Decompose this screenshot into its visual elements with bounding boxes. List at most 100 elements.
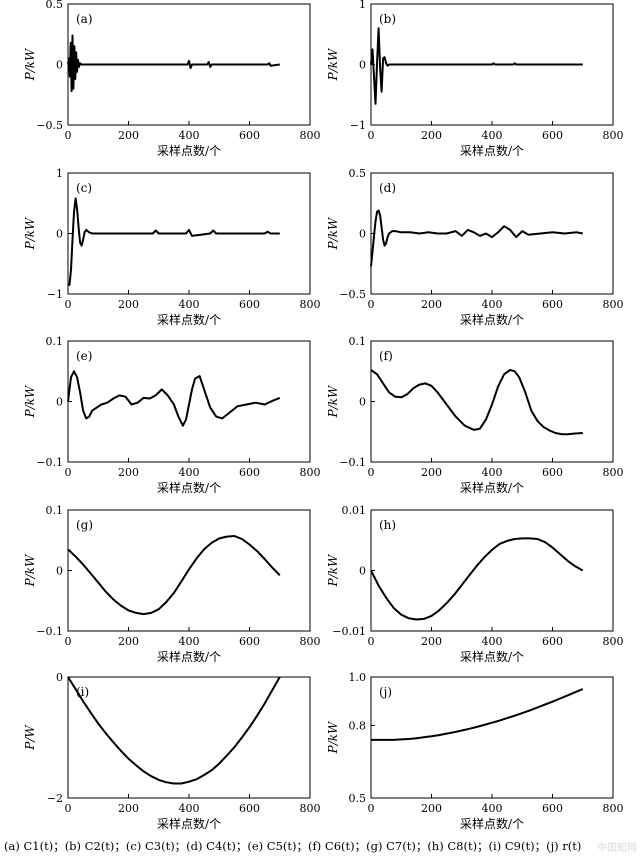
- panel-label-4: (d): [379, 181, 396, 195]
- x-tick-label-8-3: 600: [542, 635, 563, 648]
- series-line-9-1: [67, 676, 281, 785]
- x-tick-label-7-4: 800: [300, 635, 321, 648]
- x-axis-label-10: 采样点数/个: [460, 816, 524, 831]
- chart-panel-2: 0 200 400 600 800−101(b)采样点数/个P/kW: [326, 0, 624, 158]
- x-tick-label-9-4: 800: [300, 802, 321, 815]
- y-axis-label-7: P/kW: [23, 553, 37, 587]
- x-tick-label-2-0: 0: [368, 129, 375, 142]
- x-tick-label-1-2: 400: [179, 129, 200, 142]
- y-axis-label-3: P/kW: [23, 216, 37, 250]
- x-tick-label-6-1: 200: [421, 466, 442, 479]
- x-tick-label-5-3: 600: [239, 466, 260, 479]
- y-tick-label-9-0: −2: [47, 792, 63, 805]
- x-tick-label-5-2: 400: [179, 466, 200, 479]
- x-tick-label-3-0: 0: [65, 298, 72, 311]
- panel-label-8: (h): [379, 518, 396, 532]
- y-tick-label-6-0: −0.1: [339, 456, 366, 469]
- x-tick-label-9-2: 400: [179, 802, 200, 815]
- y-tick-label-3-2: 1: [56, 167, 63, 180]
- x-tick-label-2-4: 800: [603, 129, 624, 142]
- y-tick-label-8-1: 0: [359, 565, 366, 578]
- y-tick-label-1-0: −0.5: [36, 119, 63, 132]
- x-tick-label-3-2: 400: [179, 298, 200, 311]
- y-tick-label-6-1: 0: [359, 396, 366, 409]
- x-tick-label-3-3: 600: [239, 298, 260, 311]
- x-axis-label-3: 采样点数/个: [157, 312, 221, 327]
- y-tick-label-8-0: −0.01: [332, 625, 366, 638]
- y-axis-label-5: P/kW: [23, 384, 37, 418]
- y-tick-label-3-0: −1: [47, 288, 63, 301]
- panel-label-6: (f): [379, 349, 393, 363]
- x-tick-label-5-1: 200: [118, 466, 139, 479]
- x-tick-label-8-2: 400: [482, 635, 503, 648]
- watermark: 中国知网: [597, 843, 637, 854]
- x-tick-label-4-3: 600: [542, 298, 563, 311]
- y-tick-label-4-1: 0: [359, 228, 366, 241]
- chart-panel-3: 0 200 400 600 800−101(c)采样点数/个P/kW: [23, 167, 321, 327]
- x-tick-label-4-1: 200: [421, 298, 442, 311]
- y-tick-label-5-2: 0.1: [46, 335, 64, 348]
- series-line-1-1: [67, 34, 280, 93]
- series-line-7-1: [67, 535, 281, 616]
- series-line-4-1: [370, 209, 583, 267]
- x-tick-label-9-1: 200: [118, 802, 139, 815]
- x-tick-label-1-4: 800: [300, 129, 321, 142]
- x-tick-label-4-2: 400: [482, 298, 503, 311]
- x-tick-label-7-2: 400: [179, 635, 200, 648]
- x-tick-label-4-4: 800: [603, 298, 624, 311]
- y-tick-label-2-0: −1: [350, 119, 366, 132]
- panel-label-1: (a): [76, 12, 93, 26]
- y-axis-label-4: P/kW: [326, 216, 340, 250]
- chart-panel-4: 0 200 400 600 800−0.500.5(d)采样点数/个P/kW: [326, 167, 624, 327]
- chart-panel-9: 0 200 400 600 800−20(i)采样点数/个P/W: [23, 671, 321, 831]
- x-tick-label-10-4: 800: [603, 802, 624, 815]
- y-tick-label-6-2: 0.1: [349, 335, 367, 348]
- x-tick-label-3-4: 800: [300, 298, 321, 311]
- y-tick-label-8-2: 0.01: [342, 504, 367, 517]
- y-tick-label-2-2: 1: [359, 0, 366, 11]
- series-line-3-1: [68, 197, 280, 286]
- y-axis-label-9: P/W: [23, 724, 37, 751]
- y-tick-label-1-2: 0.5: [46, 0, 64, 11]
- y-tick-label-3-1: 0: [56, 228, 63, 241]
- x-tick-label-1-3: 600: [239, 129, 260, 142]
- y-tick-label-7-2: 0.1: [46, 504, 64, 517]
- y-axis-label-1: P/kW: [23, 47, 37, 81]
- panel-label-3: (c): [76, 181, 92, 195]
- figure-caption: (a) C1(t)；(b) C2(t)；(c) C3(t)；(d) C4(t)；…: [4, 839, 582, 853]
- series-line-10-1: [371, 688, 584, 741]
- x-tick-label-10-3: 600: [542, 802, 563, 815]
- y-axis-label-2: P/kW: [326, 47, 340, 81]
- y-tick-label-7-1: 0: [56, 565, 63, 578]
- y-axis-label-6: P/kW: [326, 384, 340, 418]
- panel-label-5: (e): [76, 349, 92, 363]
- x-tick-label-8-1: 200: [421, 635, 442, 648]
- x-tick-label-6-3: 600: [542, 466, 563, 479]
- y-tick-label-7-0: −0.1: [36, 625, 63, 638]
- x-tick-label-5-4: 800: [300, 466, 321, 479]
- x-tick-label-1-0: 0: [65, 129, 72, 142]
- plot-frame-8: [370, 509, 614, 632]
- y-tick-label-9-1: 0: [56, 671, 63, 684]
- panel-label-2: (b): [379, 12, 396, 26]
- y-tick-label-10-1: 0.8: [349, 719, 367, 732]
- x-axis-label-1: 采样点数/个: [157, 143, 221, 158]
- x-axis-label-4: 采样点数/个: [460, 312, 524, 327]
- x-tick-label-4-0: 0: [368, 298, 375, 311]
- x-tick-label-10-2: 400: [482, 802, 503, 815]
- x-axis-label-8: 采样点数/个: [460, 649, 524, 664]
- x-tick-label-2-1: 200: [421, 129, 442, 142]
- x-tick-label-8-0: 0: [368, 635, 375, 648]
- x-tick-label-7-0: 0: [65, 635, 72, 648]
- y-tick-label-4-2: 0.5: [349, 167, 367, 180]
- y-tick-label-4-0: −0.5: [339, 288, 366, 301]
- y-tick-label-2-1: 0: [359, 59, 366, 72]
- x-tick-label-3-1: 200: [118, 298, 139, 311]
- x-axis-label-2: 采样点数/个: [460, 143, 524, 158]
- series-line-6-1: [370, 369, 583, 436]
- chart-panel-10: 0 200 400 600 800 0.5 0.8 1.0 (j) 采样点数/个 P/kW: [326, 671, 624, 831]
- panel-label-7: (g): [76, 518, 93, 532]
- y-tick-label-5-0: −0.1: [36, 456, 63, 469]
